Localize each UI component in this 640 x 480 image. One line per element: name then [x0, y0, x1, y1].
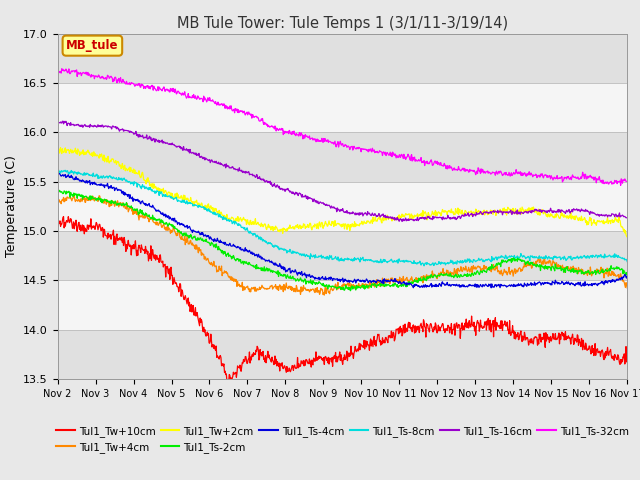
Tul1_Ts-8cm	[291, 250, 298, 255]
Tul1_Ts-8cm	[596, 254, 604, 260]
Tul1_Ts-8cm	[605, 253, 612, 259]
Tul1_Tw+2cm	[291, 226, 298, 232]
Tul1_Tw+10cm	[160, 262, 168, 268]
Tul1_Ts-4cm	[623, 273, 631, 279]
Tul1_Ts-8cm	[160, 192, 168, 197]
Tul1_Ts-16cm	[390, 216, 397, 222]
Tul1_Ts-2cm	[596, 271, 604, 276]
Tul1_Tw+4cm	[82, 200, 90, 205]
Bar	[58, 132, 627, 182]
Line: Tul1_Ts-8cm: Tul1_Ts-8cm	[58, 170, 627, 266]
Tul1_Ts-8cm	[390, 258, 397, 264]
Tul1_Ts-16cm	[623, 215, 631, 221]
Tul1_Ts-32cm	[54, 70, 61, 75]
Tul1_Ts-32cm	[82, 71, 90, 77]
Tul1_Ts-16cm	[82, 123, 90, 129]
Tul1_Ts-32cm	[595, 174, 603, 180]
Tul1_Tw+2cm	[82, 151, 90, 157]
Tul1_Tw+4cm	[54, 195, 61, 201]
Tul1_Ts-16cm	[59, 119, 67, 124]
Bar	[58, 330, 627, 379]
Tul1_Ts-4cm	[605, 278, 612, 284]
Tul1_Ts-32cm	[604, 181, 612, 187]
Tul1_Tw+4cm	[160, 221, 168, 227]
Tul1_Ts-4cm	[55, 170, 63, 176]
Tul1_Tw+4cm	[623, 285, 631, 291]
Tul1_Ts-32cm	[390, 152, 397, 157]
Tul1_Tw+4cm	[390, 277, 398, 283]
Tul1_Ts-16cm	[605, 212, 612, 218]
Bar	[58, 330, 627, 379]
Tul1_Tw+4cm	[70, 192, 78, 198]
Y-axis label: Temperature (C): Temperature (C)	[4, 156, 17, 257]
Tul1_Tw+4cm	[321, 292, 328, 298]
Tul1_Ts-8cm	[420, 263, 428, 269]
Tul1_Ts-2cm	[55, 187, 63, 193]
Tul1_Tw+4cm	[291, 286, 298, 291]
Tul1_Ts-8cm	[55, 168, 63, 173]
Tul1_Tw+2cm	[595, 218, 603, 224]
Tul1_Ts-2cm	[623, 272, 631, 278]
Tul1_Tw+10cm	[54, 225, 61, 231]
Line: Tul1_Ts-2cm: Tul1_Ts-2cm	[58, 190, 627, 291]
Bar	[58, 132, 627, 182]
Tul1_Ts-32cm	[160, 84, 168, 90]
Tul1_Ts-16cm	[596, 212, 604, 217]
Bar	[58, 34, 627, 83]
Tul1_Ts-32cm	[58, 66, 65, 72]
Tul1_Tw+4cm	[605, 272, 612, 278]
Tul1_Tw+2cm	[390, 216, 397, 222]
Line: Tul1_Ts-32cm: Tul1_Ts-32cm	[58, 69, 627, 185]
Tul1_Ts-16cm	[291, 192, 298, 198]
Legend: Tul1_Tw+10cm, Tul1_Tw+4cm, Tul1_Tw+2cm, Tul1_Ts-2cm, Tul1_Ts-4cm, Tul1_Ts-8cm, T: Tul1_Tw+10cm, Tul1_Tw+4cm, Tul1_Tw+2cm, …	[52, 421, 633, 457]
Tul1_Ts-2cm	[347, 288, 355, 294]
Tul1_Ts-16cm	[398, 218, 406, 224]
Line: Tul1_Ts-4cm: Tul1_Ts-4cm	[58, 173, 627, 288]
Line: Tul1_Tw+2cm: Tul1_Tw+2cm	[58, 148, 627, 237]
Tul1_Ts-2cm	[390, 282, 398, 288]
Line: Tul1_Tw+10cm: Tul1_Tw+10cm	[58, 216, 627, 384]
Bar	[58, 231, 627, 280]
Tul1_Ts-32cm	[617, 182, 625, 188]
Tul1_Tw+2cm	[623, 234, 631, 240]
Tul1_Tw+10cm	[228, 381, 236, 386]
Tul1_Ts-2cm	[54, 189, 61, 194]
Tul1_Ts-2cm	[160, 221, 168, 227]
Tul1_Ts-4cm	[291, 269, 298, 275]
Tul1_Ts-4cm	[82, 180, 90, 186]
Tul1_Tw+2cm	[604, 221, 612, 227]
Title: MB Tule Tower: Tule Temps 1 (3/1/11-3/19/14): MB Tule Tower: Tule Temps 1 (3/1/11-3/19…	[177, 16, 508, 31]
Tul1_Ts-32cm	[623, 179, 631, 184]
Tul1_Tw+4cm	[596, 268, 604, 274]
Tul1_Ts-8cm	[54, 169, 61, 175]
Tul1_Ts-32cm	[291, 132, 298, 138]
Tul1_Ts-8cm	[623, 259, 631, 264]
Tul1_Tw+2cm	[160, 191, 168, 196]
Tul1_Ts-16cm	[54, 119, 61, 125]
Tul1_Tw+10cm	[390, 338, 398, 344]
Tul1_Ts-8cm	[82, 172, 90, 178]
Text: MB_tule: MB_tule	[66, 39, 118, 52]
Tul1_Ts-4cm	[160, 213, 168, 219]
Tul1_Tw+10cm	[82, 228, 90, 234]
Tul1_Tw+10cm	[60, 214, 67, 219]
Tul1_Tw+10cm	[291, 365, 299, 371]
Tul1_Tw+2cm	[54, 146, 61, 152]
Tul1_Tw+10cm	[623, 347, 631, 352]
Tul1_Ts-16cm	[160, 140, 168, 146]
Bar	[58, 231, 627, 280]
Line: Tul1_Tw+4cm: Tul1_Tw+4cm	[58, 195, 627, 295]
Tul1_Ts-2cm	[291, 276, 298, 282]
Tul1_Ts-2cm	[605, 267, 612, 273]
Tul1_Ts-4cm	[54, 171, 61, 177]
Line: Tul1_Ts-16cm: Tul1_Ts-16cm	[58, 121, 627, 221]
Bar	[58, 34, 627, 83]
Tul1_Ts-2cm	[82, 193, 90, 199]
Tul1_Tw+10cm	[605, 352, 612, 358]
Tul1_Tw+10cm	[596, 348, 604, 354]
Tul1_Ts-4cm	[487, 285, 495, 291]
Tul1_Tw+2cm	[57, 145, 65, 151]
Tul1_Ts-4cm	[596, 281, 604, 287]
Tul1_Ts-4cm	[390, 278, 397, 284]
